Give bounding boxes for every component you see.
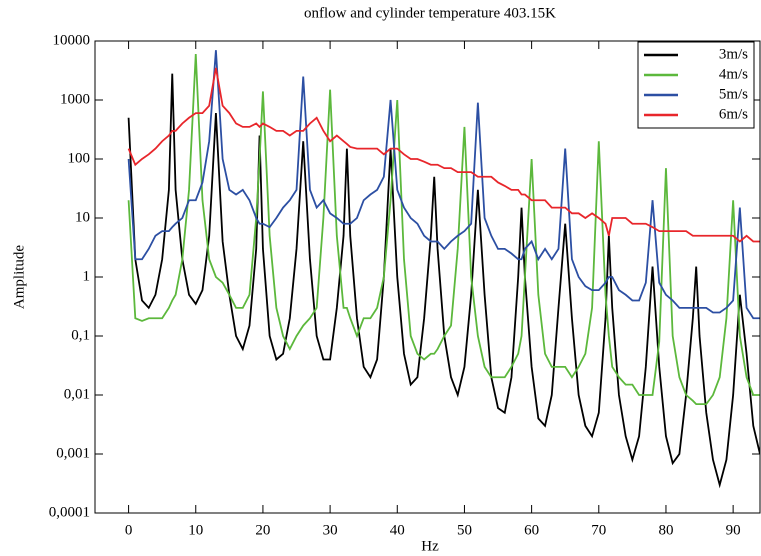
legend-label: 5m/s — [719, 86, 748, 102]
y-tick-label: 10000 — [53, 32, 91, 48]
legend-label: 6m/s — [719, 106, 748, 122]
y-axis-label: Amplitude — [11, 245, 27, 310]
y-tick-label: 0,1 — [71, 327, 90, 343]
x-tick-label: 10 — [188, 522, 203, 538]
x-tick-label: 80 — [658, 522, 673, 538]
x-tick-label: 30 — [323, 522, 338, 538]
y-tick-label: 1 — [83, 268, 91, 284]
y-tick-label: 100 — [68, 150, 91, 166]
legend-box — [637, 41, 755, 129]
series-line — [127, 73, 760, 489]
x-tick-label: 40 — [390, 522, 405, 538]
series-line — [127, 54, 760, 406]
x-axis-label: Hz — [421, 538, 439, 554]
x-tick-label: 90 — [726, 522, 741, 538]
chart-title: onflow and cylinder temperature 403.15K — [304, 5, 556, 21]
series-line — [127, 50, 760, 320]
y-tick-label: 0,01 — [64, 386, 90, 402]
x-tick-label: 70 — [591, 522, 606, 538]
y-tick-label: 0,0001 — [49, 504, 90, 520]
y-tick-label: 1000 — [60, 91, 90, 107]
y-tick-label: 10 — [75, 209, 90, 225]
legend-label: 3m/s — [719, 46, 748, 62]
legend-label: 4m/s — [719, 66, 748, 82]
plot-frame — [94, 40, 761, 514]
x-tick-label: 0 — [125, 522, 133, 538]
series-line — [127, 67, 760, 243]
y-tick-label: 0,001 — [56, 445, 90, 461]
x-tick-label: 50 — [457, 522, 472, 538]
x-tick-label: 60 — [524, 522, 539, 538]
x-tick-label: 20 — [255, 522, 270, 538]
